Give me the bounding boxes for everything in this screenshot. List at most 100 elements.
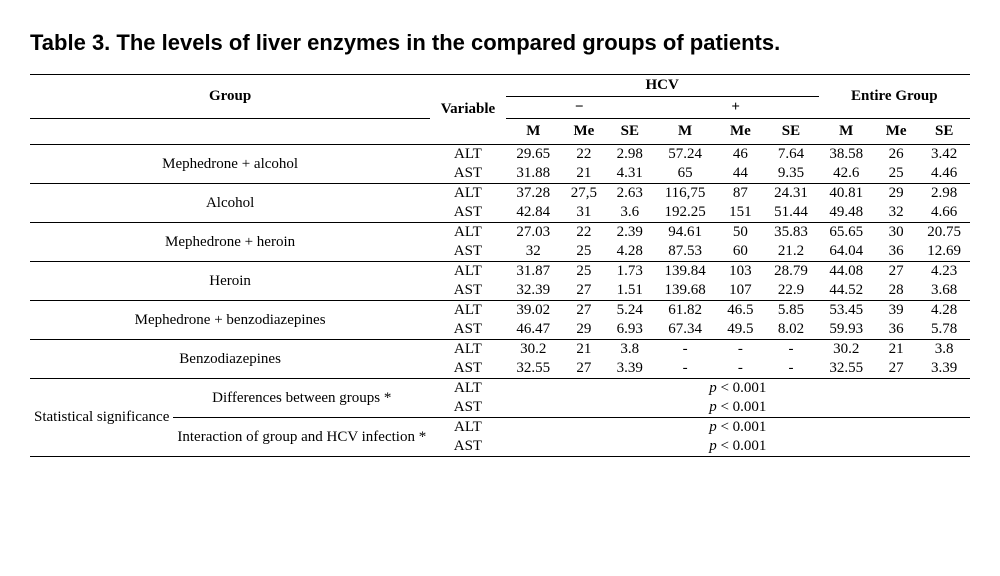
cell-value: 2.98 (607, 145, 653, 165)
cell-value: 139.68 (653, 281, 718, 301)
cell-value: 3.42 (918, 145, 970, 165)
cell-value: 57.24 (653, 145, 718, 165)
cell-value: 24.31 (763, 184, 818, 204)
cell-value: 46.47 (506, 320, 561, 340)
cell-value: 21.2 (763, 242, 818, 262)
variable-label: AST (430, 242, 505, 262)
cell-value: 44 (717, 164, 763, 184)
variable-label: ALT (430, 223, 505, 243)
cell-value: 2.98 (918, 184, 970, 204)
cell-value: 5.85 (763, 301, 818, 321)
col-Me: Me (561, 119, 607, 145)
cell-value: 21 (874, 340, 919, 360)
cell-value: 27 (561, 281, 607, 301)
variable-label: ALT (430, 301, 505, 321)
cell-value: 94.61 (653, 223, 718, 243)
col-M: M (819, 119, 874, 145)
cell-value: 65 (653, 164, 718, 184)
cell-value: 2.39 (607, 223, 653, 243)
variable-label: AST (430, 359, 505, 379)
hcv-neg-header: − (506, 97, 653, 119)
cell-value: 28 (874, 281, 919, 301)
cell-value: 3.8 (607, 340, 653, 360)
cell-value: 3.68 (918, 281, 970, 301)
cell-value: 22.9 (763, 281, 818, 301)
cell-value: 192.25 (653, 203, 718, 223)
p-value: p < 0.001 (506, 398, 970, 418)
cell-value: 42.84 (506, 203, 561, 223)
cell-value: 61.82 (653, 301, 718, 321)
cell-value: 87 (717, 184, 763, 204)
cell-value: 50 (717, 223, 763, 243)
cell-value: 3.39 (607, 359, 653, 379)
cell-value: 6.93 (607, 320, 653, 340)
cell-value: 22 (561, 145, 607, 165)
cell-value: 31.87 (506, 262, 561, 282)
cell-value: 4.23 (918, 262, 970, 282)
cell-value: 32 (874, 203, 919, 223)
cell-value: 151 (717, 203, 763, 223)
cell-value: 40.81 (819, 184, 874, 204)
cell-value: 42.6 (819, 164, 874, 184)
cell-value: 67.34 (653, 320, 718, 340)
variable-label: AST (430, 398, 505, 418)
cell-value: 5.24 (607, 301, 653, 321)
cell-value: 49.5 (717, 320, 763, 340)
variable-label: ALT (430, 340, 505, 360)
group-name: Benzodiazepines (30, 340, 430, 379)
enzyme-table: Group Variable HCV Entire Group − + M Me… (30, 74, 970, 457)
cell-value: 29.65 (506, 145, 561, 165)
variable-label: ALT (430, 145, 505, 165)
cell-value: 25 (561, 262, 607, 282)
cell-value: - (653, 340, 718, 360)
cell-value: 60 (717, 242, 763, 262)
cell-value: 21 (561, 164, 607, 184)
stat-row-label: Interaction of group and HCV infection * (173, 418, 430, 457)
cell-value: 53.45 (819, 301, 874, 321)
cell-value: 28.79 (763, 262, 818, 282)
cell-value: 116,75 (653, 184, 718, 204)
cell-value: 107 (717, 281, 763, 301)
stat-significance-label: Statistical significance (30, 379, 173, 457)
cell-value: 27 (874, 262, 919, 282)
cell-value: - (717, 359, 763, 379)
variable-label: AST (430, 437, 505, 457)
cell-value: 3.8 (918, 340, 970, 360)
variable-label: ALT (430, 418, 505, 438)
cell-value: 36 (874, 320, 919, 340)
cell-value: 8.02 (763, 320, 818, 340)
variable-label: AST (430, 164, 505, 184)
cell-value: 3.6 (607, 203, 653, 223)
cell-value: 46.5 (717, 301, 763, 321)
col-SE: SE (607, 119, 653, 145)
col-Me: Me (717, 119, 763, 145)
cell-value: 1.73 (607, 262, 653, 282)
p-value: p < 0.001 (506, 379, 970, 399)
cell-value: 65.65 (819, 223, 874, 243)
group-name: Mephedrone + heroin (30, 223, 430, 262)
cell-value: 2.63 (607, 184, 653, 204)
cell-value: - (653, 359, 718, 379)
variable-label: ALT (430, 379, 505, 399)
col-M: M (653, 119, 718, 145)
cell-value: 9.35 (763, 164, 818, 184)
stat-row-label: Differences between groups * (173, 379, 430, 418)
cell-value: 25 (561, 242, 607, 262)
cell-value: 27.03 (506, 223, 561, 243)
cell-value: 103 (717, 262, 763, 282)
cell-value: 32 (506, 242, 561, 262)
hcv-header: HCV (506, 75, 819, 97)
col-SE: SE (918, 119, 970, 145)
cell-value: 32.39 (506, 281, 561, 301)
cell-value: 5.78 (918, 320, 970, 340)
cell-value: 25 (874, 164, 919, 184)
cell-value: 7.64 (763, 145, 818, 165)
cell-value: 20.75 (918, 223, 970, 243)
cell-value: 37.28 (506, 184, 561, 204)
cell-value: 27 (874, 359, 919, 379)
table-body: Mephedrone + alcoholALT29.65222.9857.244… (30, 145, 970, 457)
cell-value: 4.28 (607, 242, 653, 262)
cell-value: - (763, 359, 818, 379)
variable-label: AST (430, 320, 505, 340)
cell-value: 29 (561, 320, 607, 340)
